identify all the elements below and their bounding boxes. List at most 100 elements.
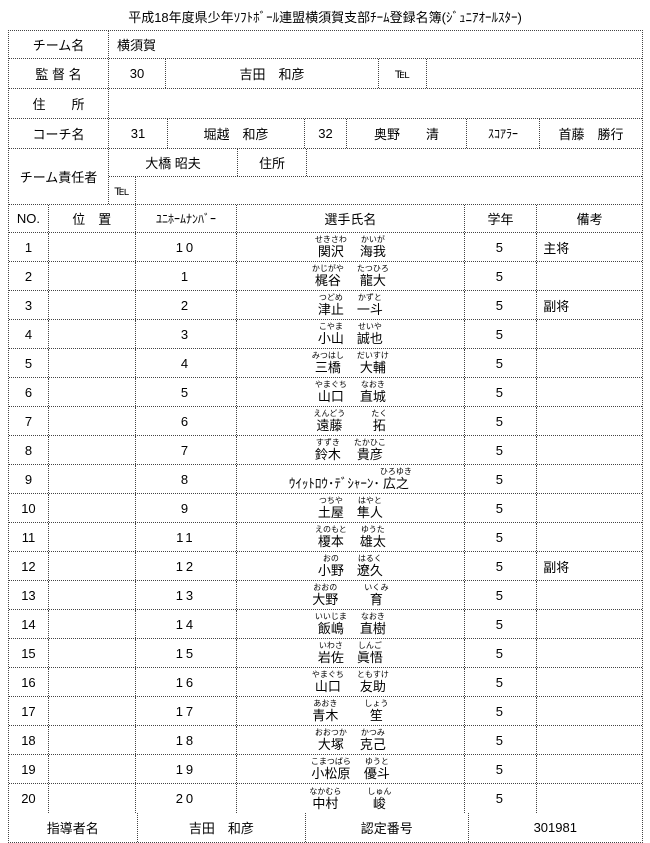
player-name-part: いくみ育 [364, 583, 389, 607]
representative-tel-value [136, 177, 642, 204]
coach-row: コーチ名 31 堀越 和彦 32 奥野 清 ｽｺｱﾗｰ 首藤 勝行 [9, 119, 642, 149]
player-name-part [344, 293, 357, 317]
player-name-part: なおき 直樹 [359, 612, 386, 636]
player-name-part: たつひろ 龍大 [356, 264, 389, 288]
roster-body: 1 10 せきさわ 関沢 かいが 海我 5 主将 2 1 かじがや 梶谷 たつひろ 龍大 5 3 2 つどめ津… [9, 233, 642, 813]
table-row: 19 19 こまつばら 小松原 ゆうと 優斗 5 [9, 755, 642, 784]
player-no: 19 [9, 755, 49, 783]
player-name-part: ゆうた 雄太 [359, 525, 386, 549]
coach2-number: 32 [305, 119, 347, 148]
coach2-name: 奥野 清 [347, 119, 467, 148]
player-name: つちや 土屋 はやと 隼人 [237, 494, 465, 522]
table-row: 8 7 すずき 鈴木 たかひこ 貴彦 5 [9, 436, 642, 465]
table-row: 7 6 えんどう 遠藤 たく拓 5 [9, 407, 642, 436]
player-note [537, 697, 642, 725]
player-position [49, 697, 136, 725]
table-row: 20 20 なかむら 中村 しゅん峻 5 [9, 784, 642, 813]
player-uniform-number: 9 [136, 494, 238, 522]
coach-label: コーチ名 [9, 119, 109, 148]
player-uniform-number: 8 [136, 465, 238, 493]
player-uniform-number: 12 [136, 552, 238, 580]
player-position [49, 552, 136, 580]
player-name-part: せきさわ 関沢 [314, 235, 347, 259]
player-position [49, 320, 136, 348]
player-no: 13 [9, 581, 49, 609]
table-row: 10 9 つちや 土屋 はやと 隼人 5 [9, 494, 642, 523]
player-name: つどめ 津止 かずと 一斗 [237, 291, 465, 319]
table-row: 2 1 かじがや 梶谷 たつひろ 龍大 5 [9, 262, 642, 291]
player-grade: 5 [465, 349, 538, 377]
header-position: 位 置 [49, 205, 136, 232]
player-name-part: やまぐち 山口 [314, 380, 347, 404]
player-name-part [344, 496, 357, 520]
player-uniform-number: 13 [136, 581, 238, 609]
player-uniform-number: 20 [136, 784, 238, 813]
player-position [49, 581, 136, 609]
player-name: せきさわ 関沢 かいが 海我 [237, 233, 465, 261]
player-position [49, 465, 136, 493]
player-note: 副将 [543, 559, 570, 575]
player-note [537, 639, 642, 667]
player-note [537, 610, 642, 638]
player-grade: 5 [465, 407, 538, 435]
table-row: 16 16 やまぐち 山口 ともすけ 友助 5 [9, 668, 642, 697]
player-name-part: なおき 直城 [359, 380, 386, 404]
player-uniform-number: 6 [136, 407, 238, 435]
player-name: かじがや 梶谷 たつひろ 龍大 [237, 262, 465, 290]
player-grade: 5 [465, 639, 538, 667]
player-name-part: みつはし 三橋 [311, 351, 344, 375]
player-name-part [344, 641, 357, 665]
player-name-part: かずと 一斗 [356, 293, 383, 317]
player-uniform-number: 16 [136, 668, 238, 696]
table-row: 3 2 つどめ 津止 かずと 一斗 5 副将 [9, 291, 642, 320]
player-grade: 5 [465, 436, 538, 464]
representative-label: チーム責任者 [9, 149, 109, 204]
player-note: 副将 [543, 298, 570, 314]
table-row: 1 10 せきさわ 関沢 かいが 海我 5 主将 [9, 233, 642, 262]
player-name-part [338, 699, 364, 723]
player-no: 3 [9, 291, 49, 319]
player-position [49, 755, 136, 783]
player-name-part [347, 235, 360, 259]
player-note [537, 436, 642, 464]
player-name-part: しんご 眞悟 [356, 641, 383, 665]
player-no: 10 [9, 494, 49, 522]
player-no: 6 [9, 378, 49, 406]
player-position [49, 610, 136, 638]
player-name-part [344, 322, 357, 346]
player-no: 14 [9, 610, 49, 638]
cert-number-label: 認定番号 [306, 813, 469, 842]
footer-row: 指導者名 吉田 和彦 認定番号 301981 [9, 813, 642, 842]
player-name-part: ｳｲｯﾄﾛｳ･ﾃﾞｼｬｰﾝ･ [288, 476, 380, 491]
player-name: やまぐち 山口 なおき 直城 [237, 378, 465, 406]
table-row: 15 15 いわさ 岩佐 しんご 眞悟 5 [9, 639, 642, 668]
player-name: こまつばら 小松原 ゆうと 優斗 [237, 755, 465, 783]
player-name-part: おおの 大野 [312, 583, 339, 607]
player-grade: 5 [465, 465, 538, 493]
player-grade: 5 [465, 581, 538, 609]
player-name-part: いいじま 飯嶋 [314, 612, 347, 636]
player-uniform-number: 4 [136, 349, 238, 377]
player-position [49, 291, 136, 319]
team-name-row: チーム名 横須賀 [9, 31, 642, 59]
player-name-part: こやま 小山 [317, 322, 344, 346]
player-position [49, 407, 136, 435]
manager-tel-label: ℡ [379, 59, 427, 88]
player-no: 8 [9, 436, 49, 464]
player-name-part: すずき 鈴木 [314, 438, 341, 462]
player-no: 5 [9, 349, 49, 377]
player-name-part: えのもと 榎本 [314, 525, 347, 549]
player-name-part: せいや 誠也 [356, 322, 383, 346]
player-uniform-number: 15 [136, 639, 238, 667]
player-note [537, 349, 642, 377]
scorer-label: ｽｺｱﾗｰ [467, 119, 540, 148]
player-no: 20 [9, 784, 49, 813]
table-row: 14 14 いいじま 飯嶋 なおき 直樹 5 [9, 610, 642, 639]
player-name-part: つどめ 津止 [317, 293, 344, 317]
player-note [537, 726, 642, 754]
player-note [537, 755, 642, 783]
player-note [537, 262, 642, 290]
player-no: 11 [9, 523, 49, 551]
player-grade: 5 [465, 697, 538, 725]
